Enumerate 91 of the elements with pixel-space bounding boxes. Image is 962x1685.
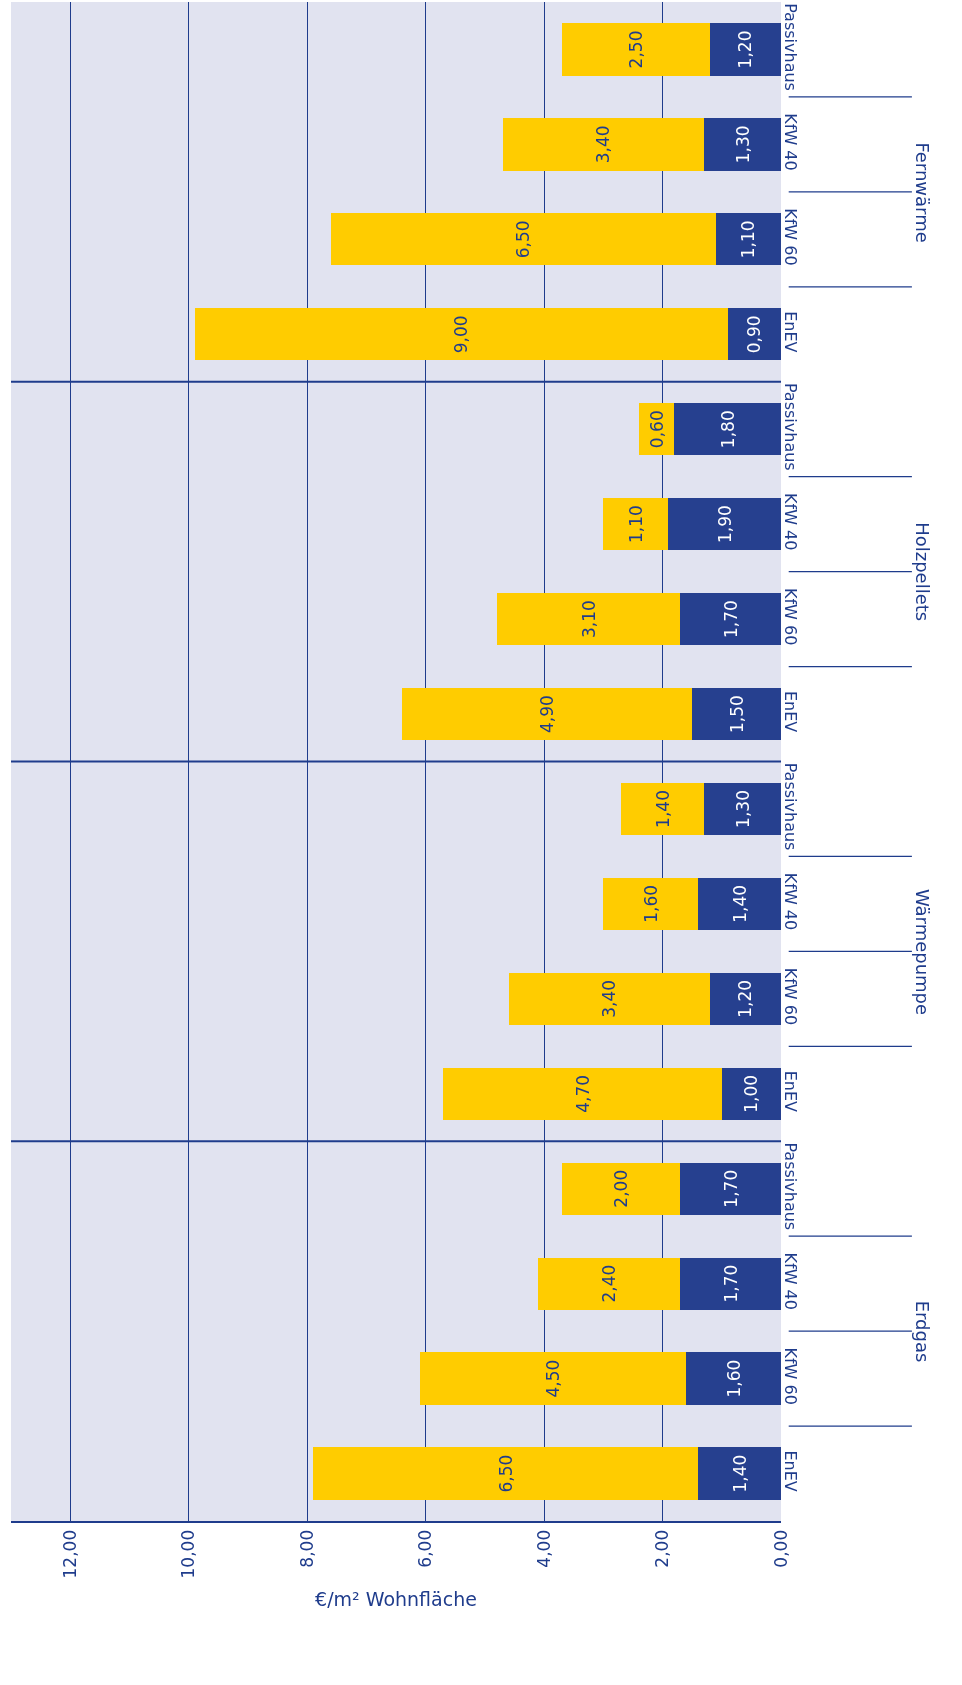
data-label: 6,50 [495,1454,516,1493]
bar [680,1162,781,1215]
data-label: 1,10 [625,505,646,544]
data-label: 3,40 [599,979,620,1018]
bar [561,1162,681,1215]
data-label: 3,10 [578,600,599,639]
bar [727,308,781,361]
y-tick-label: KfW 60 [781,587,801,646]
bar [313,1447,699,1500]
y-tick-label: KfW 60 [781,208,801,266]
data-label: 1,70 [720,600,741,639]
data-label: 4,90 [537,695,558,733]
bar [401,687,693,741]
x-tick-label: 10,00 [178,1529,199,1579]
bar [715,213,781,266]
x-axis-title: €/m² Wohnfläche [315,1587,477,1610]
y-tick-label: KfW 60 [781,1347,801,1405]
bar [443,1067,722,1120]
y-tick-label: KfW 40 [781,493,801,551]
text: Wärmepumpe [911,888,933,1016]
bar [680,592,781,646]
text: Holzpellets [912,522,934,622]
y-tick-label: Passivhaus [781,762,801,851]
x-tick-label: 0,00 [770,1529,791,1568]
data-label: 3,40 [593,125,614,164]
bar [538,1257,681,1310]
bar [698,1447,781,1500]
bar [686,1352,781,1405]
bar [674,403,781,456]
data-label: 1,00 [741,1074,762,1113]
x-tick-label: 8,00 [296,1529,317,1568]
data-label: 1,20 [735,979,756,1018]
bar [680,1257,781,1310]
bar [709,972,781,1025]
bar [709,23,781,76]
data-label: 1,30 [732,125,753,164]
data-label: 9,00 [451,315,472,354]
data-label: 2,00 [611,1169,632,1208]
bar [704,782,781,836]
bar [698,877,781,931]
data-label: 1,80 [717,410,738,449]
text: Fernwärme [912,142,934,243]
bar [721,1067,781,1120]
text: Erdgas [911,1300,933,1363]
bar [692,687,781,741]
data-label: 0,90 [744,315,765,354]
data-label: 1,60 [640,884,661,923]
data-label: 1,60 [723,1359,744,1398]
data-label: 1,40 [652,790,673,828]
data-label: 1,40 [729,884,750,923]
data-label: 1,70 [720,1169,741,1208]
bar [603,498,669,551]
y-tick-label: EnEV [781,311,801,353]
bar [194,308,728,361]
bar [668,498,781,551]
data-label: 1,20 [735,30,756,69]
bar [603,877,699,931]
y-tick-label: EnEV [781,690,801,733]
x-tick-label: 2,00 [652,1529,673,1568]
y-tick-label: Passivhaus [781,382,801,471]
data-label: 4,50 [542,1359,563,1398]
y-tick-label: KfW 40 [781,1252,801,1310]
data-label: 1,10 [738,220,759,259]
data-label: 6,50 [513,220,534,259]
y-tick-label: KfW 40 [781,113,801,171]
y-tick-label: KfW 60 [781,967,801,1026]
bar [419,1352,687,1405]
data-label: 1,70 [720,1264,741,1303]
bar [496,592,681,646]
y-tick-label: KfW 40 [781,872,801,931]
bar [704,118,781,171]
y-tick-label: Passivhaus [781,1142,801,1231]
data-label: 2,40 [599,1264,620,1303]
data-label: 1,90 [714,505,735,544]
bar [502,118,704,171]
bar [508,972,710,1025]
x-tick-label: 12,00 [59,1529,80,1579]
y-tick-label: Passivhaus [781,3,801,91]
data-label: 1,50 [726,695,747,733]
data-label: 4,70 [572,1074,593,1113]
data-label: 2,50 [625,30,646,69]
x-tick-label: 6,00 [415,1529,436,1568]
data-label: 0,60 [646,410,667,449]
bar [621,782,704,836]
bar [561,23,710,76]
y-tick-label: EnEV [781,1450,801,1492]
x-tick-label: 4,00 [533,1529,554,1568]
data-label: 1,30 [732,790,753,828]
bar [330,213,716,266]
data-label: 1,40 [729,1454,750,1493]
y-tick-label: EnEV [781,1070,801,1113]
